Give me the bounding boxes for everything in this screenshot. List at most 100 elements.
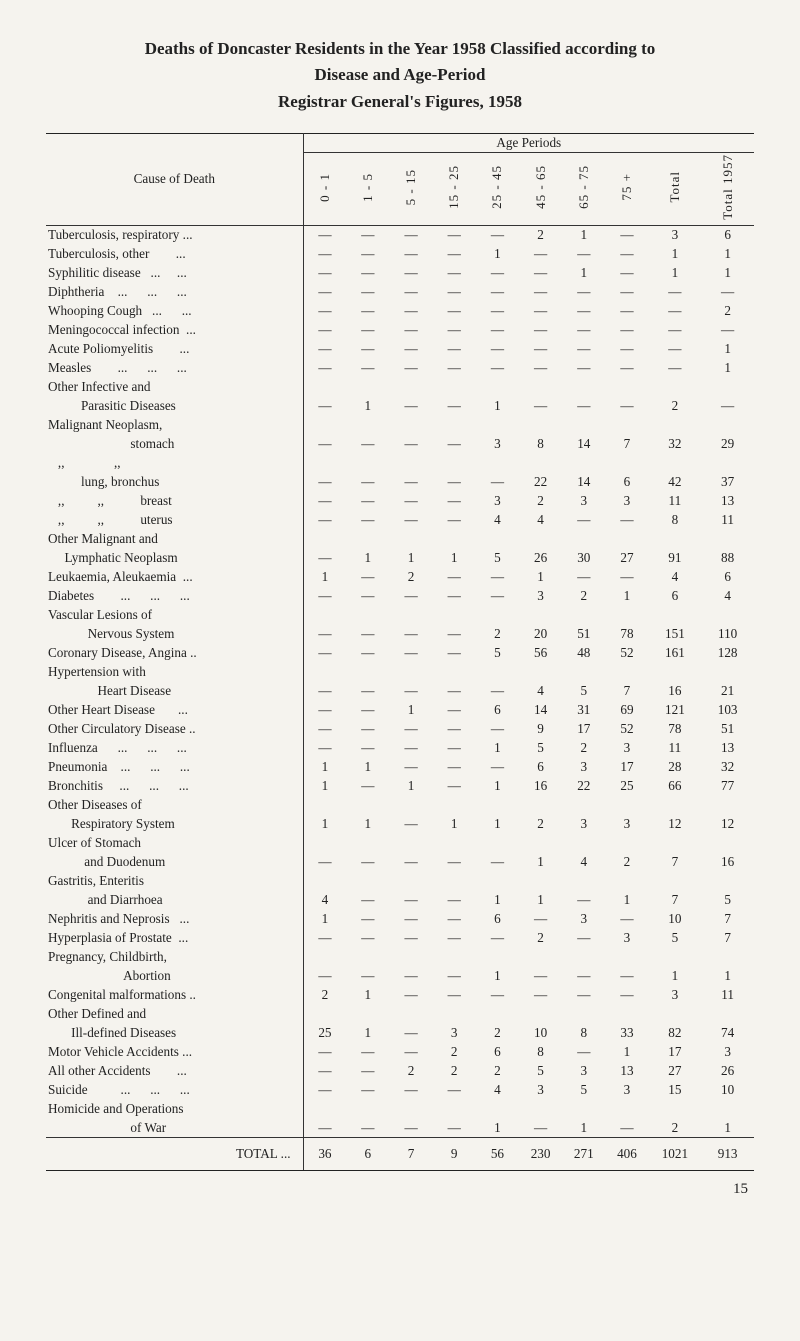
value-cell: — xyxy=(389,244,432,263)
table-row: Pregnancy, Childbirth, xyxy=(46,947,754,966)
value-cell: 77 xyxy=(701,776,754,795)
value-cell: — xyxy=(433,301,476,320)
value-cell: — xyxy=(649,320,702,339)
value-cell: 1 xyxy=(476,814,519,833)
value-cell: 2 xyxy=(433,1042,476,1061)
value-cell: 26 xyxy=(701,1061,754,1080)
value-cell: — xyxy=(433,263,476,282)
value-cell: 4 xyxy=(303,890,346,909)
value-cell: — xyxy=(389,1042,432,1061)
value-cell: 2 xyxy=(519,814,562,833)
value-cell: 11 xyxy=(701,510,754,529)
value-cell: — xyxy=(605,282,648,301)
value-cell xyxy=(346,662,389,681)
cause-cell: Tuberculosis, respiratory ... xyxy=(46,225,303,244)
value-cell: 2 xyxy=(519,928,562,947)
value-cell: — xyxy=(519,339,562,358)
value-cell xyxy=(649,453,702,472)
value-cell: — xyxy=(346,301,389,320)
value-cell: 6 xyxy=(605,472,648,491)
value-cell: — xyxy=(303,244,346,263)
page-number: 15 xyxy=(46,1181,754,1198)
value-cell: 11 xyxy=(649,738,702,757)
value-cell: — xyxy=(346,358,389,377)
value-cell: 1 xyxy=(649,263,702,282)
table-row: Ill-defined Diseases251—32108338274 xyxy=(46,1023,754,1042)
value-cell xyxy=(519,833,562,852)
value-cell: — xyxy=(519,320,562,339)
value-cell xyxy=(562,871,605,890)
value-cell: 13 xyxy=(605,1061,648,1080)
value-cell: 6 xyxy=(701,567,754,586)
value-cell: 1 xyxy=(346,548,389,567)
value-cell xyxy=(303,795,346,814)
value-cell: — xyxy=(605,966,648,985)
value-cell: — xyxy=(346,776,389,795)
value-cell xyxy=(519,415,562,434)
cause-cell: Congenital malformations .. xyxy=(46,985,303,1004)
table-row: Tuberculosis, respiratory ...—————21—36 xyxy=(46,225,754,244)
value-cell: — xyxy=(433,491,476,510)
table-row: Abortion————1———11 xyxy=(46,966,754,985)
value-cell xyxy=(701,833,754,852)
value-cell xyxy=(649,605,702,624)
value-cell: 6 xyxy=(649,586,702,605)
value-cell xyxy=(476,1099,519,1118)
value-cell xyxy=(562,415,605,434)
cause-cell: Other Circulatory Disease .. xyxy=(46,719,303,738)
value-cell: 1 xyxy=(303,567,346,586)
col-total: Total xyxy=(649,153,702,226)
cause-cell: Other Defined and xyxy=(46,1004,303,1023)
value-cell: — xyxy=(605,510,648,529)
value-cell xyxy=(346,833,389,852)
table-row: Congenital malformations ..21——————311 xyxy=(46,985,754,1004)
value-cell: 12 xyxy=(701,814,754,833)
table-row: and Diarrhoea4———11—175 xyxy=(46,890,754,909)
value-cell: 21 xyxy=(701,681,754,700)
value-cell: — xyxy=(389,681,432,700)
value-cell: 1 xyxy=(476,966,519,985)
value-cell: — xyxy=(389,1023,432,1042)
value-cell: 8 xyxy=(519,1042,562,1061)
value-cell: — xyxy=(476,719,519,738)
value-cell: — xyxy=(303,738,346,757)
cause-cell: Suicide ... ... ... xyxy=(46,1080,303,1099)
value-cell: 5 xyxy=(562,681,605,700)
value-cell: — xyxy=(562,301,605,320)
value-cell: — xyxy=(346,282,389,301)
value-cell: — xyxy=(476,586,519,605)
value-cell: — xyxy=(476,320,519,339)
value-cell: — xyxy=(346,719,389,738)
value-cell: 5 xyxy=(562,1080,605,1099)
value-cell: — xyxy=(389,814,432,833)
value-cell: 5 xyxy=(519,738,562,757)
value-cell: 27 xyxy=(605,548,648,567)
value-cell: — xyxy=(346,1118,389,1137)
value-cell xyxy=(433,529,476,548)
value-cell: 1 xyxy=(346,396,389,415)
value-cell: — xyxy=(303,700,346,719)
value-cell: 2 xyxy=(303,985,346,1004)
value-cell: — xyxy=(433,586,476,605)
value-cell: — xyxy=(649,339,702,358)
total-c1: 6 xyxy=(346,1137,389,1170)
value-cell: — xyxy=(346,491,389,510)
value-cell: — xyxy=(303,472,346,491)
value-cell xyxy=(519,871,562,890)
value-cell: 4 xyxy=(701,586,754,605)
value-cell: — xyxy=(605,301,648,320)
col-0-1: 0 - 1 xyxy=(303,153,346,226)
value-cell: — xyxy=(346,890,389,909)
value-cell: — xyxy=(303,1080,346,1099)
value-cell: — xyxy=(389,434,432,453)
table-row: and Duodenum—————142716 xyxy=(46,852,754,871)
value-cell xyxy=(346,453,389,472)
value-cell: 6 xyxy=(476,1042,519,1061)
value-cell xyxy=(433,605,476,624)
cause-cell: Other Diseases of xyxy=(46,795,303,814)
table-row: Other Defined and xyxy=(46,1004,754,1023)
value-cell: — xyxy=(303,320,346,339)
cause-cell: Syphilitic disease ... ... xyxy=(46,263,303,282)
value-cell xyxy=(389,605,432,624)
value-cell: 1 xyxy=(701,358,754,377)
